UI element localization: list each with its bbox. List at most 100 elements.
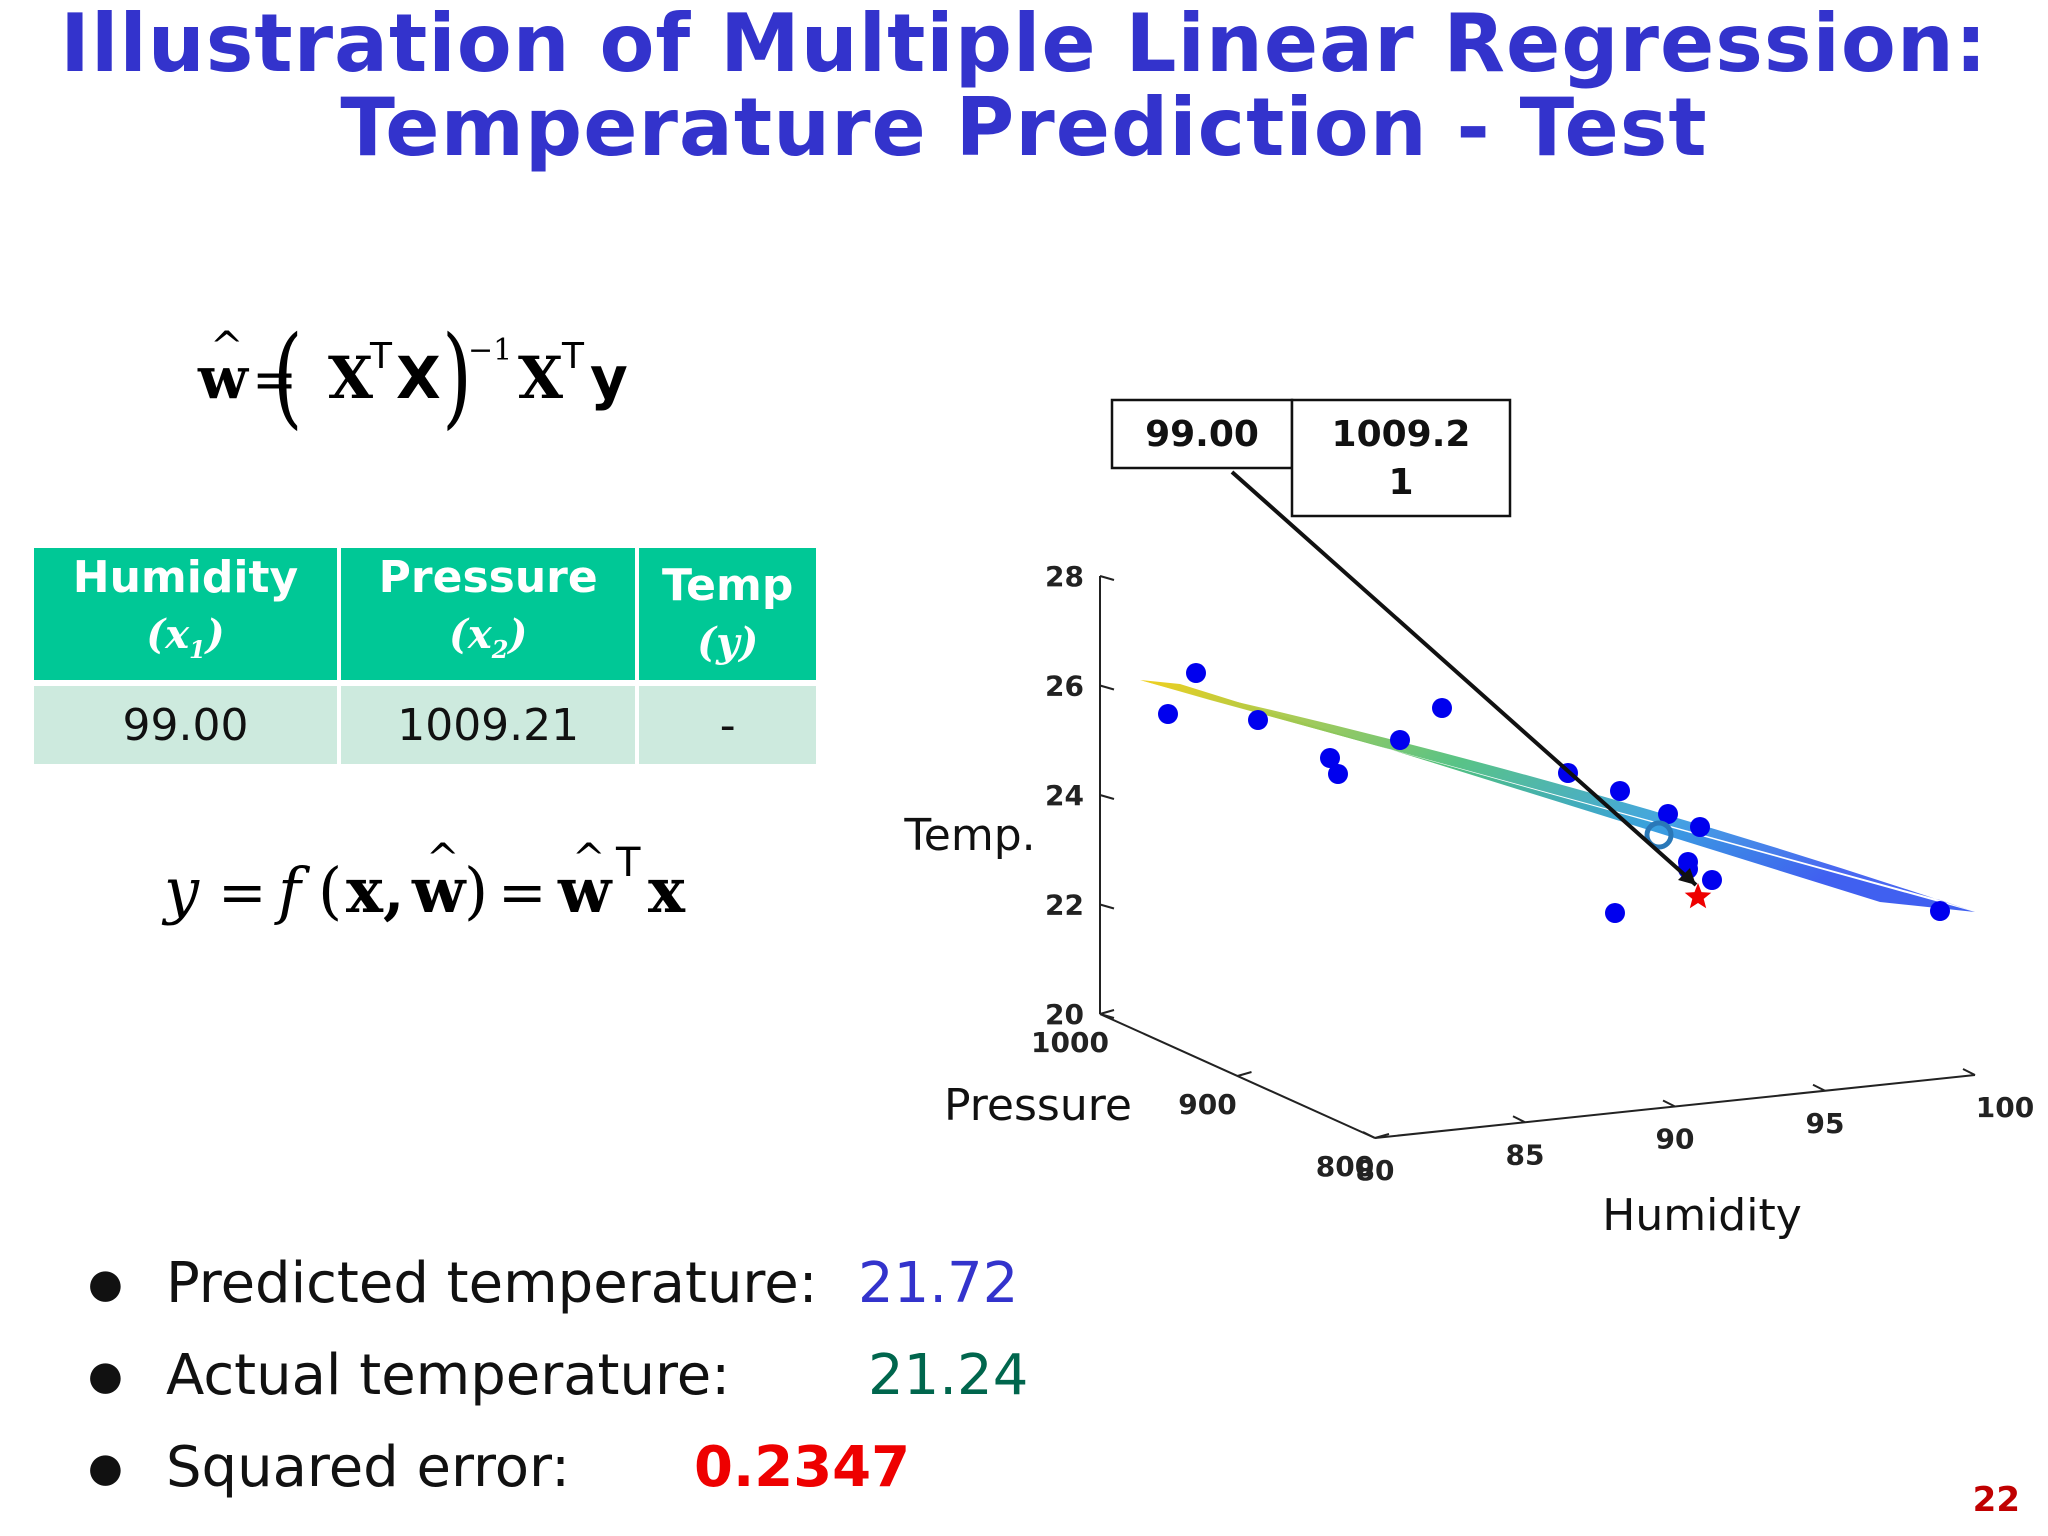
svg-text:−1: −1 <box>468 333 512 368</box>
x-tick-label: 90 <box>1656 1123 1695 1156</box>
bullet-dot: ● <box>88 1445 123 1491</box>
data-point <box>1432 698 1452 718</box>
svg-text:X: X <box>396 344 441 412</box>
data-point <box>1328 764 1348 784</box>
header-pressure: Pressure (x2) <box>340 548 636 680</box>
data-point <box>1658 804 1678 824</box>
callout-pressure-line1: 1009.2 <box>1332 414 1471 455</box>
header-humidity: Humidity (x1) <box>34 548 337 680</box>
data-point <box>1390 730 1410 750</box>
svg-text:=: = <box>252 348 297 411</box>
data-point <box>1690 817 1710 837</box>
regression-plane <box>1140 680 1975 912</box>
callout-leader <box>1230 470 1698 887</box>
bullet-dot: ● <box>88 1261 123 1307</box>
svg-text:=: = <box>218 858 267 926</box>
x-tick-label: 85 <box>1506 1138 1545 1171</box>
z-tick <box>1099 794 1115 800</box>
normal-equation: w ^ = ( X T X ) −1 X T y <box>197 318 628 438</box>
x-tick-label: 100 <box>1976 1091 2034 1124</box>
y-tick-label: 800 <box>1316 1150 1374 1183</box>
callout-box-humidity <box>1110 398 1294 470</box>
plane-body <box>1140 680 1975 912</box>
svg-text:(: ( <box>273 318 303 438</box>
svg-text:x: x <box>648 854 686 927</box>
x-tick <box>1962 1068 1976 1076</box>
x-tick <box>1512 1115 1526 1124</box>
x-tick-label: 80 <box>1356 1154 1395 1187</box>
z-tick-label: 20 <box>1045 998 1084 1031</box>
data-point <box>1930 901 1950 921</box>
bullet-label: Squared error: <box>166 1435 570 1500</box>
header-var: (y <box>697 618 740 666</box>
data-point <box>1248 710 1268 730</box>
z-tick <box>1099 575 1115 581</box>
header-label: Temp <box>662 559 794 611</box>
x-axis-label: Humidity <box>1602 1190 1802 1241</box>
header-temp: Temp (y) <box>639 548 816 680</box>
slide-title: Illustration of Multiple Linear Regressi… <box>0 2 2048 170</box>
bullet-dot: ● <box>88 1353 123 1399</box>
title-line-2: Temperature Prediction - Test <box>340 81 1708 174</box>
z-tick-label: 26 <box>1045 670 1084 703</box>
y-axis-label: Pressure <box>944 1080 1132 1131</box>
x-tick <box>1812 1083 1826 1092</box>
callout-arrowhead <box>1678 868 1696 885</box>
data-points <box>1158 663 1950 923</box>
bullet-label: Actual temperature: <box>166 1343 731 1408</box>
svg-text:T: T <box>561 336 585 377</box>
header-label: Humidity <box>72 552 299 604</box>
svg-text:T: T <box>369 336 393 377</box>
data-point <box>1610 781 1630 801</box>
y-tick <box>1374 1133 1390 1139</box>
svg-text:w: w <box>411 854 467 927</box>
svg-text:f: f <box>274 854 311 927</box>
y-tick <box>1099 1009 1115 1015</box>
header-close: ) <box>739 618 759 666</box>
header-sub: 1 <box>189 634 206 664</box>
data-point <box>1320 748 1340 768</box>
header-close: ) <box>205 611 225 659</box>
svg-text:X: X <box>328 344 373 412</box>
svg-text:y: y <box>161 854 200 927</box>
svg-text:^: ^ <box>426 836 460 882</box>
datatip-callout: 99.00 1009.2 1 <box>1110 398 1698 887</box>
cell-humidity: 99.00 <box>34 680 337 764</box>
cell-pressure: 1009.21 <box>340 680 636 764</box>
y-tick <box>1237 1071 1252 1077</box>
data-point <box>1158 704 1178 724</box>
svg-text:T: T <box>615 840 641 886</box>
callout-humidity-value: 99.00 <box>1145 414 1259 455</box>
header-var: (x <box>146 611 190 659</box>
callout-box-pressure <box>1290 398 1512 518</box>
svg-text:^: ^ <box>210 324 244 370</box>
z-tick-label: 28 <box>1045 560 1084 593</box>
svg-text:X: X <box>518 344 563 412</box>
svg-text:x,: x, <box>346 854 405 927</box>
header-label: Pressure <box>378 552 598 604</box>
svg-text:w: w <box>197 344 250 412</box>
z-tick <box>1099 1013 1115 1019</box>
y-tick-label: 900 <box>1178 1088 1236 1121</box>
bullet-value: 0.2347 <box>694 1435 911 1500</box>
svg-text:): ) <box>464 854 488 927</box>
y-tick-label: 1000 <box>1031 1026 1109 1059</box>
svg-text:): ) <box>442 318 472 438</box>
x-tick <box>1362 1131 1376 1139</box>
svg-text:w: w <box>557 854 613 927</box>
page-number: 22 <box>1972 1480 2020 1520</box>
x-tick-label: 95 <box>1806 1107 1845 1140</box>
plane-face <box>1140 680 1975 912</box>
z-tick <box>1099 903 1115 910</box>
z-axis-label: Temp. <box>903 810 1035 861</box>
z-tick <box>1099 684 1115 691</box>
header-sub: 2 <box>491 634 509 664</box>
svg-text:(: ( <box>318 854 342 927</box>
header-close: ) <box>508 611 528 659</box>
input-table: Humidity (x1) Pressure (x2) Temp (y) 99.… <box>30 548 820 764</box>
prediction-equation: y = f ( x, w ^ ) = w ^ T x <box>161 836 686 927</box>
callout-pressure-line2: 1 <box>1388 462 1413 503</box>
plot-axes <box>1099 575 1976 1139</box>
